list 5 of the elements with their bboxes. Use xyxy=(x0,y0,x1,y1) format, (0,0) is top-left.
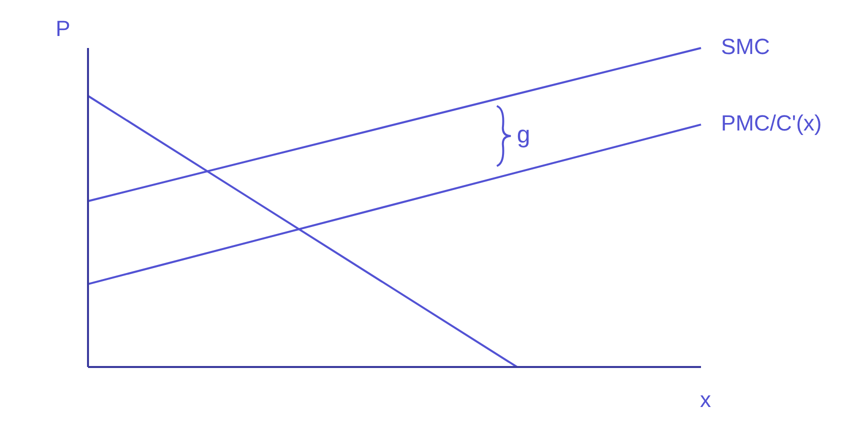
x-axis-title: x xyxy=(700,387,711,412)
y-axis-title: P xyxy=(56,16,70,41)
series-label: PMC/C'(x) xyxy=(721,110,822,136)
series-label: SMC xyxy=(721,34,770,59)
annotation: g xyxy=(516,121,530,148)
